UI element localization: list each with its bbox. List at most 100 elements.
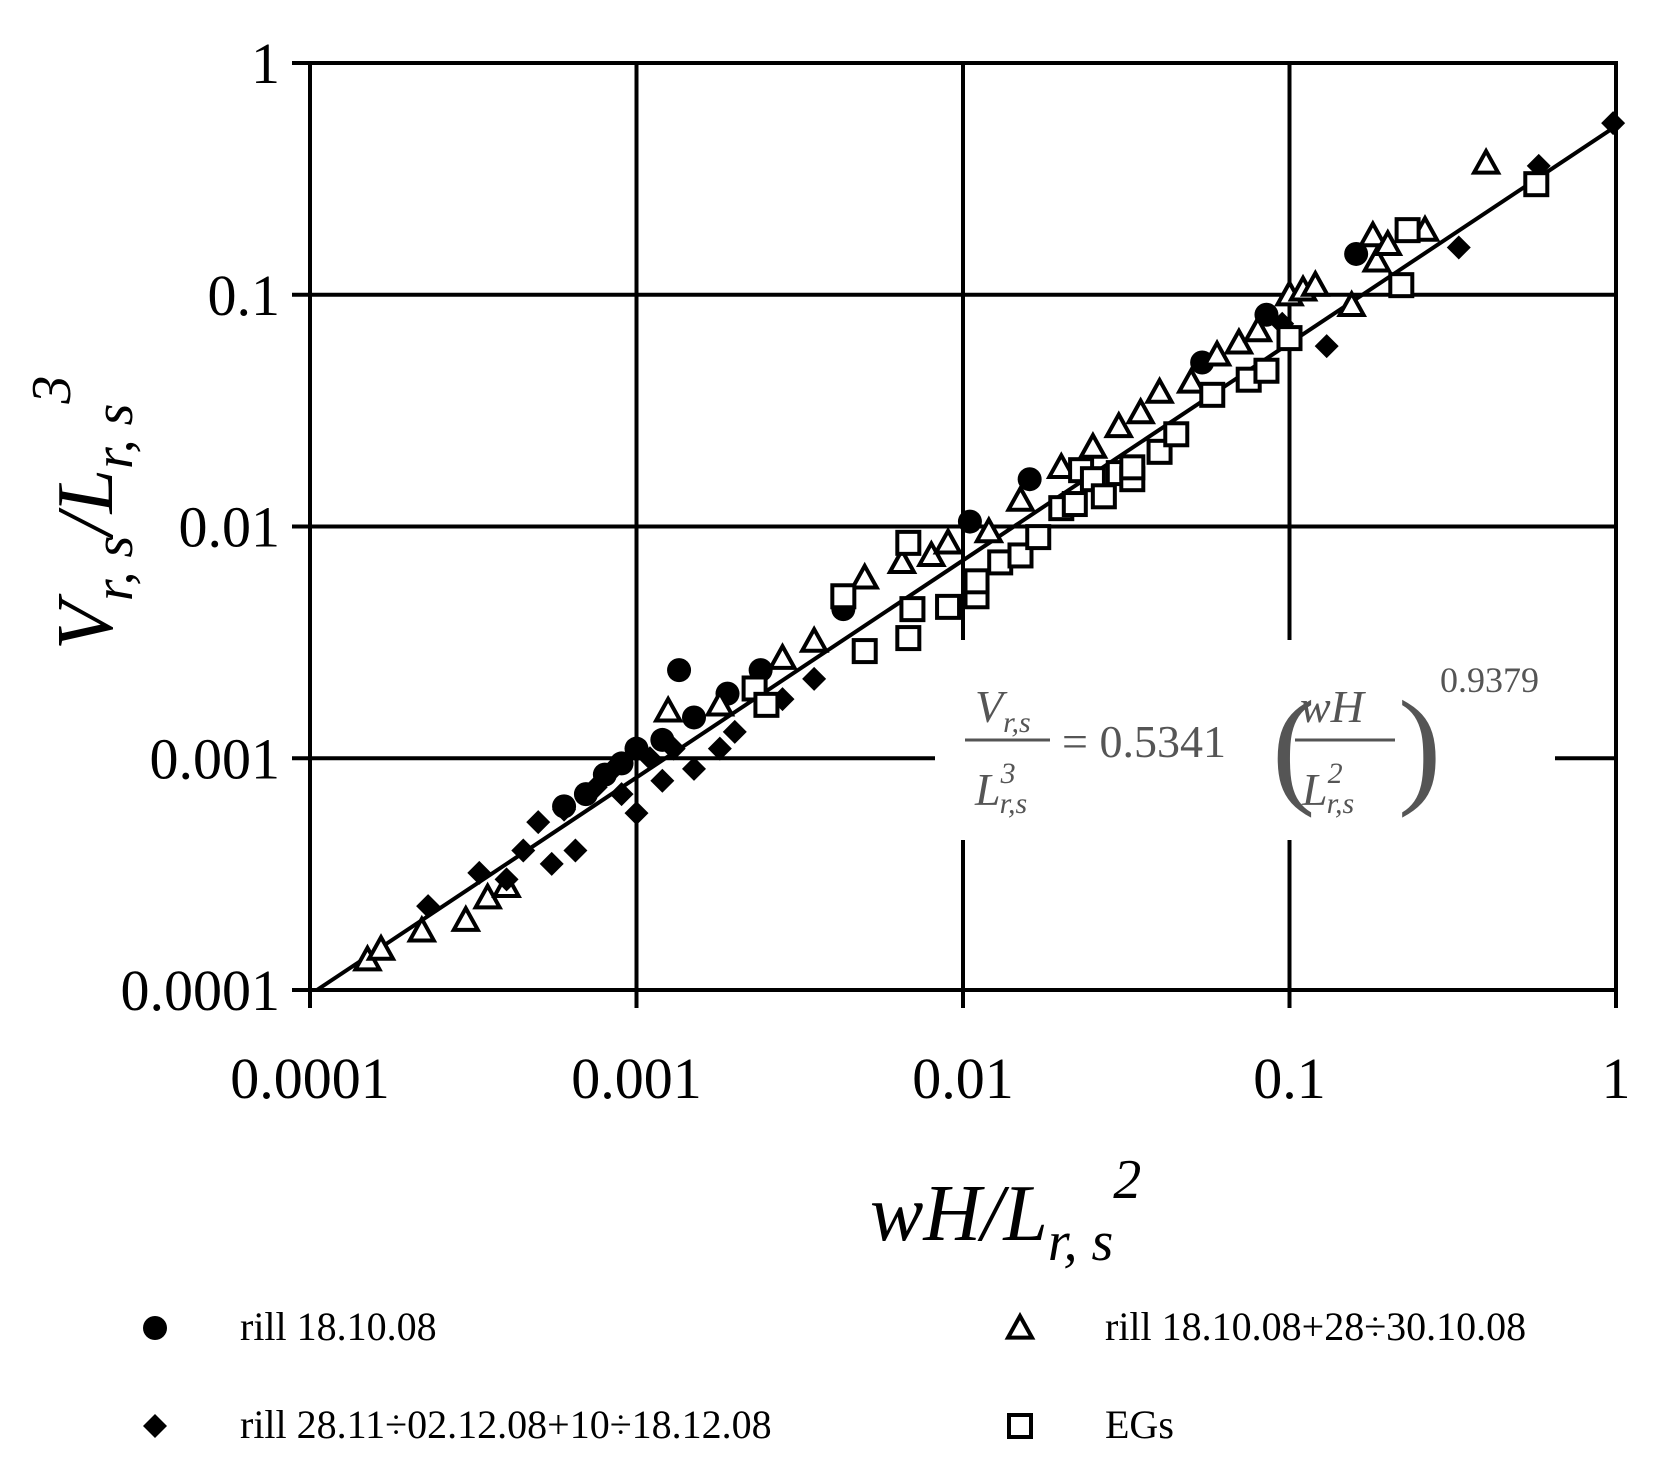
circle-data-point [681, 705, 706, 730]
diamond-data-point [1314, 334, 1339, 359]
y-axis-title: Vr, s/Lr, s3 [21, 376, 145, 650]
diamond-data-point [1601, 111, 1626, 136]
triangle-data-point [932, 526, 964, 555]
diamond-data-point [539, 851, 564, 876]
triangle-data-point [1103, 410, 1135, 439]
triangle-data-point [1361, 244, 1393, 273]
triangle-data-point [652, 694, 684, 723]
square-data-point [1025, 524, 1052, 551]
triangle-data-point [1201, 338, 1233, 367]
legend-label: rill 18.10.08 [240, 1304, 437, 1349]
triangle-data-point [1336, 289, 1368, 317]
square-data-point [1523, 171, 1550, 198]
triangle-data-point [1470, 146, 1502, 175]
equation-lhs-numerator: Vr,s [975, 681, 1031, 739]
diamond-data-point [681, 756, 706, 781]
triangle-data-point [1005, 483, 1036, 512]
square-data-point [830, 583, 857, 610]
square-data-point [1119, 454, 1146, 481]
square-data-point [1276, 325, 1303, 352]
plot-frame [308, 61, 1618, 992]
x-tick-label: 1 [1602, 1046, 1631, 1111]
diamond-data-point [722, 719, 747, 744]
x-tick-label: 0.001 [571, 1046, 702, 1111]
legend-label: rill 28.11÷02.12.08+10÷18.12.08 [240, 1402, 772, 1447]
diamond-data-point [601, 756, 626, 781]
y-tick-label: 0.1 [208, 263, 281, 328]
triangle-data-point [973, 515, 1005, 544]
x-tick-label: 0.1 [1253, 1046, 1326, 1111]
square-data-point [1199, 381, 1226, 408]
triangle-data-point [1045, 451, 1077, 479]
square-data-point [1394, 217, 1421, 244]
triangle-data-point [1175, 365, 1207, 394]
diamond-data-point [467, 860, 492, 885]
triangle-data-point [365, 933, 397, 961]
y-tick-labels: 0.0001 0.001 0.01 0.1 1 [121, 31, 281, 1023]
triangle-data-point [1144, 376, 1175, 404]
triangle-data-point [1357, 219, 1389, 248]
legend-label: rill 18.10.08+28÷30.10.08 [1105, 1304, 1526, 1349]
square-data-point [895, 529, 922, 556]
x-axis-title: wH/Lr, s2 [870, 1149, 1141, 1273]
fit-line-group [315, 124, 1618, 992]
diamond-data-point [552, 797, 577, 822]
square-data-point [1253, 357, 1280, 384]
x-tick-labels: 0.0001 0.001 0.01 0.1 1 [230, 1046, 1630, 1111]
diamond-data-point [494, 867, 519, 892]
legend-marker [143, 1316, 167, 1340]
triangle-data-point [767, 642, 798, 670]
data-points [352, 111, 1626, 972]
diamond-data-point [661, 736, 686, 761]
circle-data-point [957, 509, 982, 534]
triangle-data-point [1077, 431, 1109, 459]
square-data-point [895, 625, 922, 652]
equation-exponent: 0.9379 [1440, 660, 1539, 700]
triangle-data-point [704, 688, 736, 717]
diamond-data-point [416, 894, 441, 919]
triangle-data-point [406, 914, 438, 943]
square-data-point [935, 593, 962, 620]
circle-data-point [667, 658, 692, 683]
legend-marker [1004, 1311, 1036, 1340]
x-tick-label: 0.0001 [230, 1046, 390, 1111]
equation-coefficient: = 0.5341 [1062, 716, 1226, 767]
y-tick-label: 0.0001 [121, 958, 281, 1023]
triangle-data-point [798, 625, 830, 653]
triangle-data-point [849, 561, 881, 590]
triangle-data-point [1242, 314, 1274, 343]
square-data-point [1061, 491, 1088, 518]
equation-rhs-denominator: L2 r,s [1301, 757, 1354, 820]
equation-right-paren: ) [1398, 675, 1441, 819]
diamond-data-point [624, 801, 649, 826]
y-tick-label: 0.001 [150, 726, 281, 791]
triangle-data-point [1372, 228, 1404, 256]
diamond-data-point [526, 810, 551, 835]
diamond-data-point [707, 736, 732, 761]
diamond-data-point [650, 768, 675, 793]
triangle-data-point [1125, 396, 1157, 425]
y-tick-label: 0.01 [179, 495, 281, 560]
diamond-data-point [638, 746, 663, 771]
equation-left-paren: ( [1272, 675, 1315, 819]
y-tick-label: 1 [251, 31, 280, 96]
diamond-data-point [583, 775, 608, 800]
circle-data-point [1017, 467, 1042, 492]
grid [292, 61, 1618, 1008]
diamond-data-point [609, 782, 634, 807]
legend: rill 18.10.08 rill 18.10.08+28÷30.10.08 ri… [143, 1304, 1526, 1447]
square-data-point [753, 691, 780, 718]
legend-marker [1007, 1413, 1033, 1439]
diamond-data-point [802, 666, 827, 691]
diamond-data-point [563, 838, 588, 863]
triangle-data-point [886, 546, 918, 574]
square-data-point [1388, 272, 1415, 299]
square-data-point [851, 638, 878, 665]
square-data-point [963, 568, 990, 595]
diamond-data-point [511, 838, 536, 863]
triangle-data-point [1299, 269, 1331, 297]
circle-data-point [1344, 241, 1369, 266]
fit-equation: Vr,s L3 r,s = 0.5341 ( wH L2 r,s ) 0.9379 [935, 640, 1555, 840]
legend-label: EGs [1105, 1402, 1174, 1447]
